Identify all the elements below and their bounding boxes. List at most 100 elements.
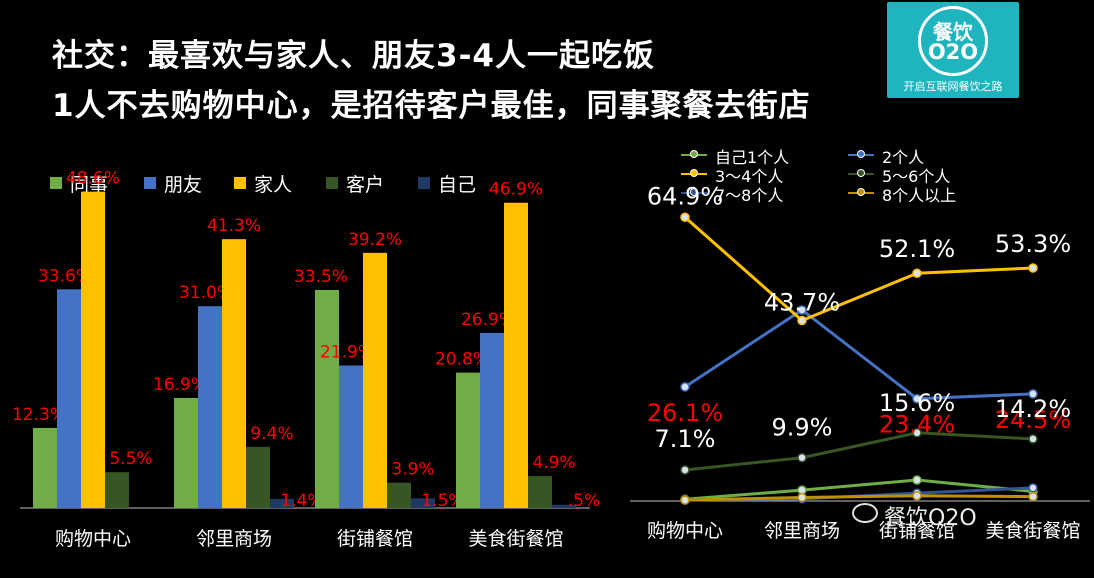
- bar-value-label: 1.4%: [280, 491, 323, 511]
- bar-value-label: 33.6%: [38, 266, 92, 286]
- line-value-label: 9.9%: [772, 414, 833, 442]
- series-point-5: [912, 491, 922, 501]
- bar-1-3: [246, 446, 270, 508]
- legend-marker-icon: [857, 169, 865, 177]
- wechat-icon: [852, 503, 878, 523]
- series-line-3: [684, 431, 1034, 472]
- series-point-2: [912, 268, 922, 278]
- bar-2-1: [339, 365, 363, 508]
- line-value-label: 52.1%: [879, 235, 955, 263]
- bar-1-0: [174, 397, 198, 508]
- series-line-2: [684, 216, 1034, 323]
- logo-tagline: 开启互联网餐饮之路: [903, 80, 1003, 93]
- series-point-5: [680, 495, 690, 505]
- line-category-label: 邻里商场: [764, 520, 840, 542]
- bar-value-label: 46.9%: [489, 180, 543, 200]
- legend-marker-icon: [690, 188, 698, 196]
- series-point-3: [680, 465, 690, 475]
- bar-2-2: [363, 252, 387, 508]
- bar-2-0: [315, 289, 339, 508]
- bar-value-label: 16.9%: [153, 375, 207, 395]
- line-value-label: 23.4%: [879, 411, 955, 439]
- bar-value-label: 48.6%: [66, 169, 120, 189]
- series-point-3: [797, 452, 807, 463]
- bar-0-0: [33, 427, 57, 508]
- bar-0-3: [105, 472, 129, 508]
- bar-3-4: [552, 504, 576, 508]
- bar-value-label: 26.9%: [461, 310, 515, 330]
- legend-label-4: 自己: [438, 174, 477, 196]
- line-chart: 26.1% 23.4% 24.5% 7.1% 9.9% 15.6% 14.2% 64.9% 43…: [630, 182, 1090, 542]
- bar-3-1: [480, 332, 504, 508]
- line-value-label: 7.1%: [655, 425, 716, 453]
- series-point-1: [797, 305, 807, 315]
- line-value-label: 24.5%: [995, 406, 1071, 434]
- bar-category-label: 邻里商场: [196, 528, 272, 550]
- bar-value-label: 31.0%: [179, 283, 233, 303]
- bar-2-3: [387, 482, 411, 508]
- logo-ring-icon: [918, 6, 988, 76]
- bar-3-0: [456, 372, 480, 508]
- bar-category-label: 购物中心: [55, 528, 131, 550]
- chart-title-line1: 社交：最喜欢与家人、朋友3-4人一起吃饭: [52, 38, 656, 74]
- line-value-label: 43.7%: [764, 288, 840, 316]
- series-point-1: [912, 393, 922, 404]
- line-legend-item-4: 7～8个人: [681, 182, 784, 206]
- bar-category-label: 街铺餐馆: [337, 528, 413, 550]
- legend-swatch-2: [234, 177, 246, 189]
- line-value-label: 53.3%: [995, 230, 1071, 258]
- series-line-1: [684, 308, 1034, 401]
- series-point-5: [797, 492, 807, 503]
- series-line-5: [684, 494, 1034, 502]
- bar-value-label: 33.5%: [294, 267, 348, 287]
- line-legend-item-2: 3～4个人: [681, 163, 784, 187]
- line-legend-item-5: 8个人以上: [848, 182, 957, 206]
- bar-3-2: [504, 202, 528, 508]
- bar-value-label: 20.8%: [435, 350, 489, 370]
- line-legend-item-3: 5～6个人: [848, 163, 951, 187]
- line-legend-item-1: 2个人: [848, 144, 925, 168]
- line-legend-label: 2个人: [882, 148, 925, 167]
- bar-value-label: 5.5%: [109, 449, 152, 469]
- series-point-0: [912, 475, 922, 485]
- bar-value-label: .5%: [568, 491, 600, 511]
- line-legend-label: 5～6个人: [882, 167, 951, 186]
- legend-marker-icon: [690, 169, 698, 177]
- series-point-1: [1028, 389, 1038, 399]
- legend-swatch-3: [326, 177, 338, 189]
- bar-chart: 12.3% 33.6% 48.6% 5.5% 购物中心 16.9% 31.0% 41.3% 9.…: [12, 169, 600, 550]
- logo-text-top: 餐饮: [933, 20, 973, 44]
- bar-1-2: [222, 239, 246, 508]
- legend-swatch-1: [144, 177, 156, 189]
- line-legend-label: 7～8个人: [715, 186, 784, 205]
- line-value-label: 64.9%: [647, 182, 723, 210]
- legend-marker-icon: [857, 150, 865, 158]
- line-category-label: 美食街餐馆: [985, 520, 1080, 542]
- bar-value-label: 41.3%: [207, 216, 261, 236]
- bar-2-4: [411, 498, 435, 508]
- bar-3-3: [528, 476, 552, 508]
- brand-logo: 餐饮 O2O 开启互联网餐饮之路: [887, 2, 1019, 98]
- bar-value-label: 3.9%: [391, 460, 434, 480]
- series-point-5: [1028, 491, 1038, 502]
- line-value-label: 14.2%: [995, 395, 1071, 423]
- series-line-0: [684, 478, 1034, 501]
- bar-category-label: 美食街餐馆: [468, 528, 563, 550]
- legend-label-3: 客户: [346, 174, 385, 196]
- series-point-3: [912, 428, 922, 438]
- series-point-2: [797, 315, 807, 326]
- legend-swatch-4: [418, 177, 430, 189]
- legend-swatch-0: [50, 177, 62, 189]
- series-point-1: [680, 382, 690, 392]
- line-category-label: 购物中心: [647, 520, 723, 542]
- series-point-4: [1028, 483, 1038, 493]
- bar-0-2: [81, 191, 105, 508]
- line-legend-label: 3～4个人: [715, 167, 784, 186]
- bar-value-label: 1.5%: [421, 491, 464, 511]
- watermark-text: 餐饮O2O: [884, 506, 977, 531]
- series-point-3: [1028, 434, 1038, 444]
- bar-value-label: 4.9%: [532, 453, 575, 473]
- bar-value-label: 21.9%: [320, 342, 374, 362]
- series-point-2: [1028, 263, 1038, 273]
- line-legend-label: 8个人以上: [882, 186, 957, 205]
